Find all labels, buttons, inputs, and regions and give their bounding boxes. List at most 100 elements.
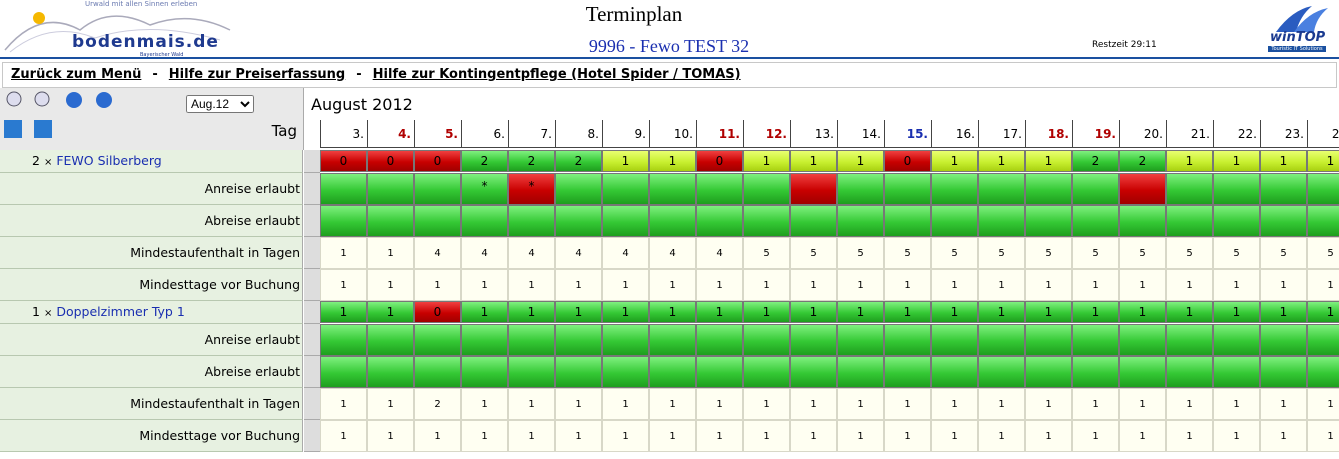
flag-cell[interactable] xyxy=(414,356,461,388)
flag-cell[interactable] xyxy=(367,356,414,388)
availability-cell[interactable]: 1 xyxy=(931,150,978,172)
flag-cell[interactable] xyxy=(1260,173,1307,205)
flag-cell[interactable] xyxy=(837,324,884,356)
flag-cell[interactable] xyxy=(1260,324,1307,356)
flag-cell[interactable] xyxy=(1307,173,1339,205)
availability-cell[interactable]: 2 xyxy=(555,150,602,172)
availability-cell[interactable]: 1 xyxy=(978,301,1025,323)
number-cell[interactable]: 1 xyxy=(1260,269,1307,301)
number-cell[interactable]: 5 xyxy=(1025,237,1072,269)
flag-cell[interactable] xyxy=(978,205,1025,237)
flag-cell[interactable] xyxy=(743,324,790,356)
number-cell[interactable]: 5 xyxy=(978,237,1025,269)
flag-cell[interactable] xyxy=(602,324,649,356)
number-cell[interactable]: 1 xyxy=(696,269,743,301)
number-cell[interactable]: 5 xyxy=(790,237,837,269)
row-toggle[interactable] xyxy=(304,150,320,173)
number-cell[interactable]: 5 xyxy=(1307,237,1339,269)
number-cell[interactable]: 1 xyxy=(555,420,602,452)
flag-cell[interactable] xyxy=(978,173,1025,205)
flag-cell[interactable] xyxy=(649,173,696,205)
flag-cell[interactable] xyxy=(555,356,602,388)
availability-cell[interactable]: 1 xyxy=(978,150,1025,172)
flag-cell[interactable] xyxy=(837,205,884,237)
flag-cell[interactable] xyxy=(884,173,931,205)
availability-cell[interactable]: 1 xyxy=(367,301,414,323)
availability-cell[interactable]: 1 xyxy=(1119,301,1166,323)
number-cell[interactable]: 1 xyxy=(931,269,978,301)
number-cell[interactable]: 1 xyxy=(1072,388,1119,420)
flag-cell[interactable] xyxy=(743,205,790,237)
flag-cell[interactable] xyxy=(508,356,555,388)
flag-cell[interactable] xyxy=(1025,173,1072,205)
availability-cell[interactable]: 1 xyxy=(1307,150,1339,172)
number-cell[interactable]: 1 xyxy=(461,420,508,452)
flag-cell[interactable] xyxy=(1025,356,1072,388)
number-cell[interactable]: 1 xyxy=(367,420,414,452)
availability-cell[interactable]: 2 xyxy=(508,150,555,172)
number-cell[interactable]: 1 xyxy=(555,388,602,420)
availability-cell[interactable]: 1 xyxy=(1025,301,1072,323)
number-cell[interactable]: 4 xyxy=(602,237,649,269)
flag-cell[interactable] xyxy=(555,173,602,205)
number-cell[interactable]: 1 xyxy=(743,388,790,420)
flag-cell[interactable] xyxy=(320,173,367,205)
room-name[interactable]: Doppelzimmer Typ 1 xyxy=(56,304,185,319)
flag-cell[interactable] xyxy=(367,173,414,205)
availability-cell[interactable]: 1 xyxy=(1260,150,1307,172)
number-cell[interactable]: 1 xyxy=(320,269,367,301)
availability-cell[interactable]: 1 xyxy=(1025,150,1072,172)
flag-cell[interactable] xyxy=(555,324,602,356)
number-cell[interactable]: 1 xyxy=(931,388,978,420)
number-cell[interactable]: 1 xyxy=(931,420,978,452)
number-cell[interactable]: 1 xyxy=(837,420,884,452)
flag-cell[interactable] xyxy=(1025,324,1072,356)
number-cell[interactable]: 1 xyxy=(1260,420,1307,452)
number-cell[interactable]: 1 xyxy=(1307,388,1339,420)
availability-cell[interactable]: 1 xyxy=(1260,301,1307,323)
flag-cell[interactable] xyxy=(1072,205,1119,237)
number-cell[interactable]: 5 xyxy=(1260,237,1307,269)
availability-cell[interactable]: 1 xyxy=(320,301,367,323)
flag-cell[interactable] xyxy=(1119,173,1166,205)
flag-cell[interactable] xyxy=(649,356,696,388)
flag-cell[interactable] xyxy=(649,324,696,356)
number-cell[interactable]: 1 xyxy=(602,269,649,301)
flag-cell[interactable] xyxy=(461,324,508,356)
number-cell[interactable]: 1 xyxy=(790,420,837,452)
availability-cell[interactable]: 1 xyxy=(1307,301,1339,323)
number-cell[interactable]: 1 xyxy=(320,237,367,269)
number-cell[interactable]: 1 xyxy=(602,388,649,420)
number-cell[interactable]: 1 xyxy=(320,388,367,420)
number-cell[interactable]: 5 xyxy=(1213,237,1260,269)
number-cell[interactable]: 1 xyxy=(884,420,931,452)
number-cell[interactable]: 1 xyxy=(1166,420,1213,452)
number-cell[interactable]: 5 xyxy=(1072,237,1119,269)
number-cell[interactable]: 1 xyxy=(508,269,555,301)
flag-cell[interactable] xyxy=(1072,173,1119,205)
number-cell[interactable]: 1 xyxy=(1213,388,1260,420)
flag-cell[interactable] xyxy=(790,356,837,388)
flag-cell[interactable] xyxy=(367,324,414,356)
next-icon[interactable] xyxy=(96,92,112,108)
flag-cell[interactable] xyxy=(1072,324,1119,356)
number-cell[interactable]: 1 xyxy=(367,237,414,269)
flag-cell[interactable] xyxy=(884,324,931,356)
availability-cell[interactable]: 1 xyxy=(884,301,931,323)
flag-cell[interactable] xyxy=(461,205,508,237)
number-cell[interactable]: 2 xyxy=(414,388,461,420)
zoom-in-icon[interactable] xyxy=(34,91,50,107)
flag-cell[interactable]: * xyxy=(508,173,555,205)
availability-cell[interactable]: 0 xyxy=(884,150,931,172)
flag-cell[interactable] xyxy=(1213,173,1260,205)
flag-cell[interactable] xyxy=(508,324,555,356)
flag-cell[interactable] xyxy=(414,205,461,237)
number-cell[interactable]: 1 xyxy=(602,420,649,452)
number-cell[interactable]: 4 xyxy=(649,237,696,269)
flag-cell[interactable] xyxy=(884,356,931,388)
flag-cell[interactable] xyxy=(978,324,1025,356)
flag-cell[interactable] xyxy=(414,173,461,205)
flag-cell[interactable] xyxy=(414,324,461,356)
flag-cell[interactable] xyxy=(1307,324,1339,356)
flag-cell[interactable] xyxy=(743,173,790,205)
